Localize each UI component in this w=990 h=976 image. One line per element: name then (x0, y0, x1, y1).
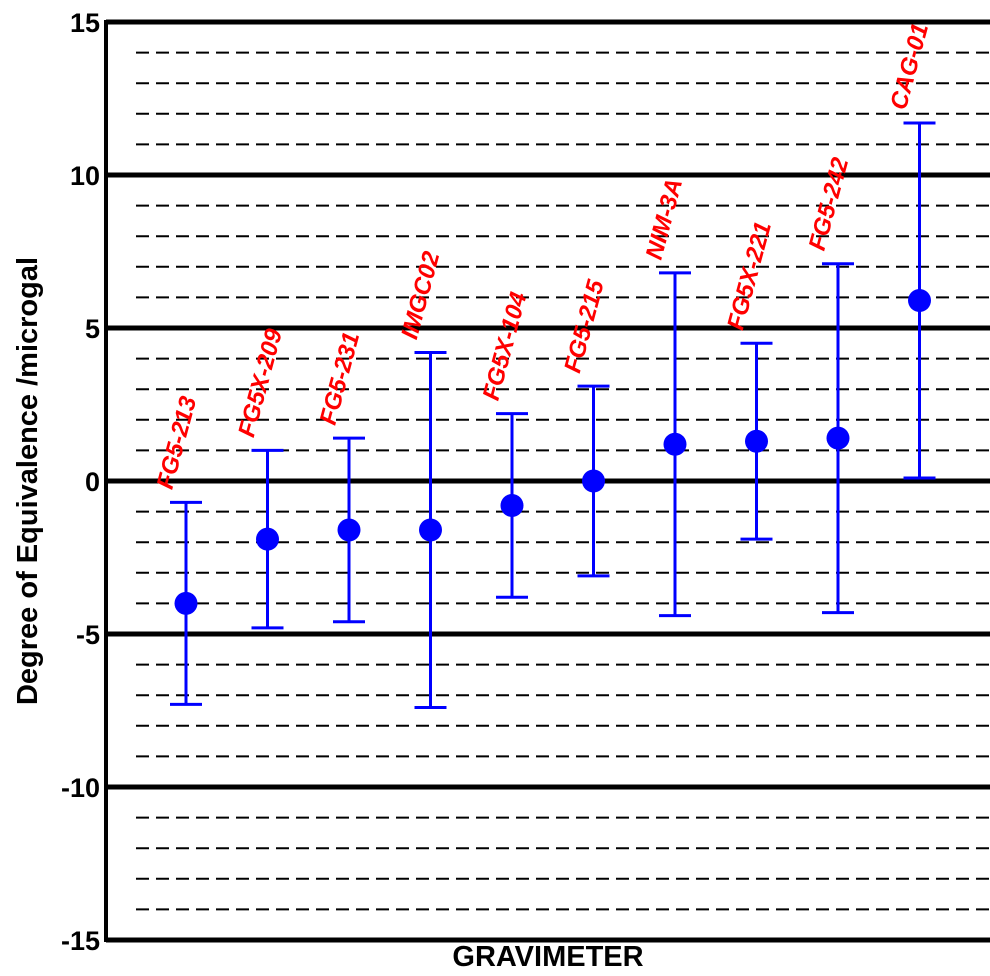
gravimeter-label: FG5X-104 (478, 289, 533, 403)
gravimeter-label: CAG-01 (885, 21, 934, 113)
data-point (500, 493, 524, 517)
grid (104, 19, 990, 943)
gravimeter-label: FG5X-221 (722, 219, 777, 333)
y-axis-title: Degree of Equivalence /microgal (12, 257, 44, 705)
data-point (908, 288, 931, 312)
x-axis-title: GRAVIMETER (452, 941, 643, 973)
data-point (174, 591, 198, 615)
data-points (174, 288, 931, 615)
gravimeter-label: FG5X-209 (233, 325, 288, 440)
y-tick-label: 0 (85, 467, 100, 497)
data-point (419, 518, 442, 542)
data-point (582, 469, 605, 493)
data-point (337, 518, 361, 542)
y-tick-label: -10 (61, 773, 100, 803)
gravimeter-label: FG5-231 (315, 329, 366, 427)
y-tick-label: 15 (70, 8, 100, 38)
data-point (663, 432, 687, 456)
gravimeter-label: NIM-3A (641, 176, 688, 263)
y-tick-label: -5 (76, 620, 100, 650)
gravimeter-label: FG5-242 (804, 154, 855, 253)
y-tick-label: -15 (61, 926, 100, 956)
y-tick-label: 5 (85, 314, 100, 344)
data-point (256, 527, 279, 551)
y-axis-ticks: 15 10 5 0 -5 -10 -15 (61, 8, 100, 956)
data-point (826, 426, 850, 450)
data-point (745, 429, 768, 453)
y-tick-label: 10 (70, 161, 100, 191)
gravimeter-label: FG5-213 (152, 393, 203, 492)
